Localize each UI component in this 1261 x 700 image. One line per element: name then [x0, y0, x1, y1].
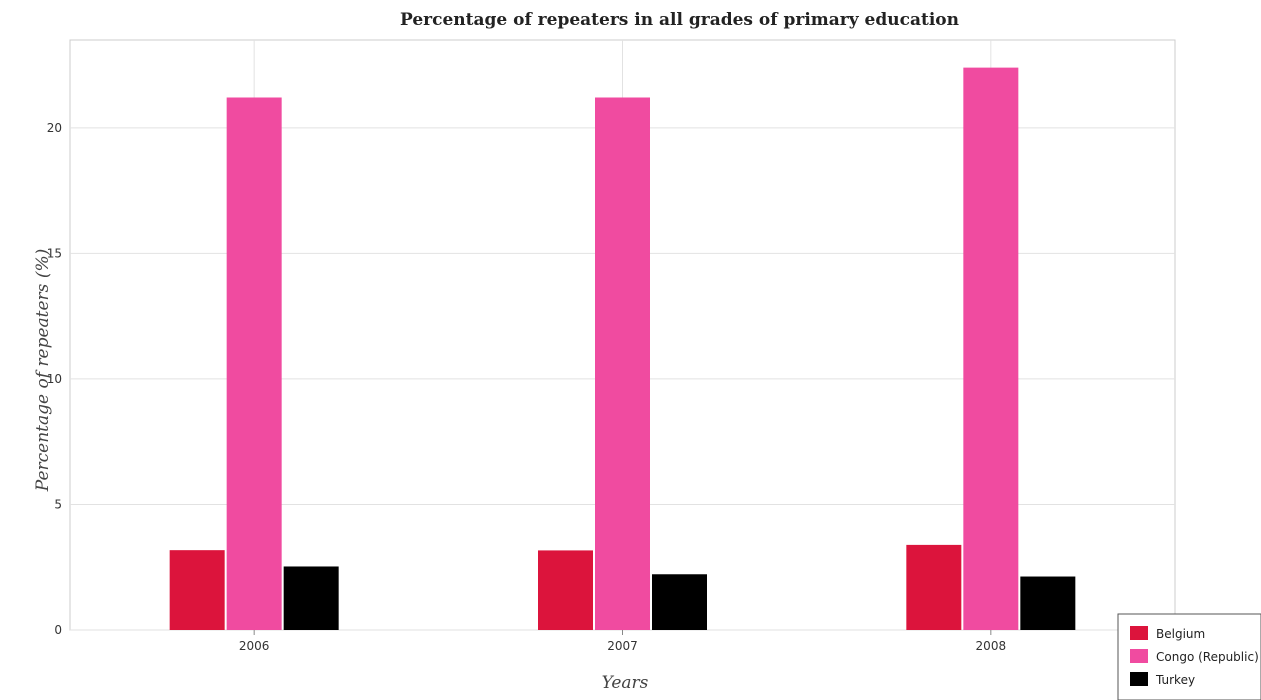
legend-label: Turkey — [1155, 673, 1195, 687]
bar-turkey-2008 — [1020, 576, 1076, 630]
chart-title: Percentage of repeaters in all grades of… — [400, 10, 959, 30]
x-tick-label: 2008 — [976, 639, 1007, 653]
bar-congo-republic--2007 — [595, 97, 650, 631]
bars — [169, 67, 1076, 631]
bar-turkey-2007 — [652, 574, 707, 630]
bar-congo-republic--2008 — [963, 67, 1019, 631]
bar-belgium-2006 — [169, 550, 225, 630]
x-axis-label: Years — [602, 673, 649, 693]
legend-swatch — [1130, 672, 1148, 686]
y-tick-label: 0 — [54, 623, 62, 637]
legend-label: Belgium — [1156, 627, 1205, 641]
legend: Belgium Congo (Republic) Turkey — [1117, 613, 1261, 700]
bar-belgium-2008 — [906, 544, 962, 630]
x-tick-label: 2007 — [607, 639, 638, 653]
y-tick-label: 5 — [54, 497, 62, 511]
bar-congo-republic--2006 — [226, 97, 282, 631]
legend-swatch — [1130, 649, 1148, 663]
axes: 0 5 10 15 20 2006 2007 2008 — [47, 121, 1006, 653]
y-tick-label: 10 — [47, 372, 62, 386]
y-axis-label: Percentage of repeaters (%) — [33, 249, 53, 492]
bar-turkey-2006 — [283, 566, 339, 630]
bar-belgium-2007 — [538, 550, 593, 630]
x-tick-label: 2006 — [239, 639, 270, 653]
y-tick-label: 20 — [47, 121, 62, 135]
legend-swatch — [1130, 626, 1148, 640]
legend-label: Congo (Republic) — [1156, 650, 1259, 664]
y-tick-label: 15 — [47, 246, 62, 260]
